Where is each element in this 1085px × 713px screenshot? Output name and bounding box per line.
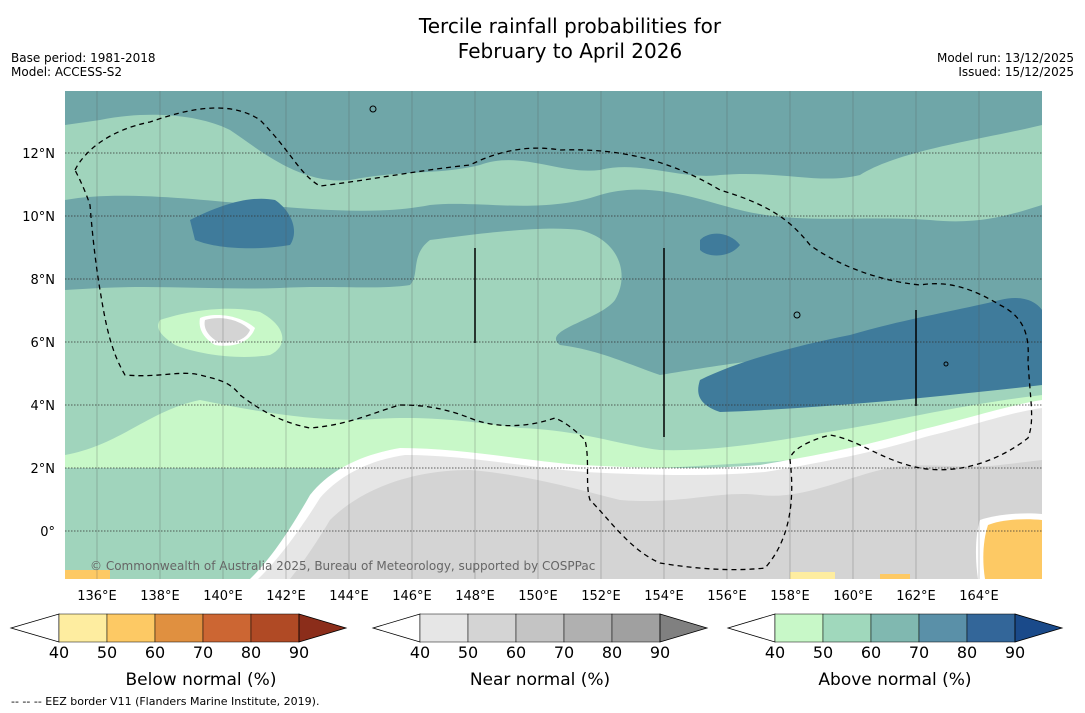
lon-label: 146°E <box>392 589 432 604</box>
colorbar-extend-high <box>1014 613 1064 643</box>
lon-label: 150°E <box>518 589 558 604</box>
lon-label: 160°E <box>833 589 873 604</box>
colorbar-below: 40 50 60 70 80 90 <box>9 613 348 662</box>
field-above-70-mid <box>700 233 740 256</box>
colorbar-segment <box>202 613 252 643</box>
lon-label: 154°E <box>644 589 684 604</box>
colorbar-tick-label: 70 <box>554 643 574 662</box>
colorbar-segment <box>106 613 156 643</box>
colorbar-segment <box>870 613 920 643</box>
map-fields <box>65 91 1042 579</box>
field-below-40-a <box>790 572 835 579</box>
model-run: Model run: 13/12/2025 <box>936 51 1074 65</box>
field-above-70-west <box>190 198 295 249</box>
colorbar-title-below: Below normal (%) <box>126 670 277 690</box>
base-period: Base period: 1981-2018 <box>11 51 156 65</box>
colorbar-title-near: Near normal (%) <box>470 670 610 690</box>
field-near-patch <box>204 318 250 343</box>
colorbar-segment <box>515 613 565 643</box>
lon-label: 138°E <box>140 589 180 604</box>
colorbar-title-above: Above normal (%) <box>818 670 971 690</box>
colorbar-extend-low <box>726 613 776 643</box>
issued-date: Issued: 15/12/2025 <box>958 65 1074 79</box>
colorbar-tick-label: 90 <box>650 643 670 662</box>
colorbar-tick-label: 70 <box>193 643 213 662</box>
lon-label: 144°E <box>329 589 369 604</box>
colorbar-segment <box>774 613 824 643</box>
map-title: Tercile rainfall probabilities for Febru… <box>0 14 1085 64</box>
colorbar-tick-label: 90 <box>289 643 309 662</box>
lat-label: 10°N <box>22 210 55 225</box>
colorbar-tick-label: 40 <box>410 643 430 662</box>
lat-label: 12°N <box>22 147 55 162</box>
lat-lines <box>65 152 1042 532</box>
colorbar-tick-label: 80 <box>602 643 622 662</box>
field-below-50-c <box>65 570 110 579</box>
colorbar-segment <box>966 613 1016 643</box>
colorbar-tick-label: 60 <box>145 643 165 662</box>
colorbar-extend-high <box>298 613 348 643</box>
colorbar-tick-label: 40 <box>765 643 785 662</box>
lat-label: 6°N <box>31 336 56 351</box>
colorbar-above: 40 50 60 70 80 90 <box>726 613 1064 662</box>
field-below-50-b <box>880 574 910 579</box>
lat-label: 8°N <box>31 273 56 288</box>
lon-label: 164°E <box>959 589 999 604</box>
lon-label: 142°E <box>266 589 306 604</box>
eez-border <box>74 107 1033 571</box>
colorbar-near: 40 50 60 70 80 90 <box>371 613 709 662</box>
lon-label: 148°E <box>455 589 495 604</box>
colorbar-tick-label: 60 <box>861 643 881 662</box>
lon-label: 158°E <box>770 589 810 604</box>
title-line-1: Tercile rainfall probabilities for <box>418 14 722 38</box>
colorbar-extend-low <box>9 613 60 643</box>
eez-footnote: -- -- -- EEZ border V11 (Flanders Marine… <box>11 695 320 708</box>
colorbar-segment <box>611 613 661 643</box>
colorbar-tick-label: 50 <box>97 643 117 662</box>
field-above-60-central <box>65 189 1042 375</box>
colorbar-segment <box>918 613 968 643</box>
lat-label: 2°N <box>31 462 56 477</box>
lat-labels: 12°N 10°N 8°N 6°N 4°N 2°N 0° <box>22 147 55 540</box>
colorbar-tick-label: 40 <box>49 643 69 662</box>
copyright-text: © Commonwealth of Australia 2025, Bureau… <box>90 559 595 573</box>
colorbar-tick-label: 80 <box>241 643 261 662</box>
colorbar-tick-label: 80 <box>957 643 977 662</box>
colorbar-tick-label: 60 <box>506 643 526 662</box>
lon-label: 162°E <box>896 589 936 604</box>
colorbar-segment <box>467 613 517 643</box>
colorbar-segment <box>58 613 108 643</box>
field-above-40-band <box>65 395 1042 468</box>
colorbar-tick-label: 50 <box>458 643 478 662</box>
lon-labels: 136°E 138°E 140°E 142°E 144°E 146°E 148°… <box>77 589 999 604</box>
colorbar-extend-high <box>659 613 709 643</box>
colorbar-segment <box>250 613 300 643</box>
field-below-50 <box>983 519 1042 579</box>
lat-label: 0° <box>40 525 55 540</box>
model-name: Model: ACCESS-S2 <box>11 65 123 79</box>
lon-label: 156°E <box>707 589 747 604</box>
colorbar-segment <box>822 613 872 643</box>
colorbar-segment <box>563 613 613 643</box>
title-line-2: February to April 2026 <box>457 39 683 63</box>
colorbar-segment <box>154 613 204 643</box>
colorbar-extend-low <box>371 613 421 643</box>
colorbar-tick-label: 50 <box>813 643 833 662</box>
lat-label: 4°N <box>31 399 56 414</box>
lon-label: 140°E <box>203 589 243 604</box>
colorbar-tick-label: 90 <box>1005 643 1025 662</box>
lon-label: 136°E <box>77 589 117 604</box>
colorbar-tick-label: 70 <box>909 643 929 662</box>
colorbar-segment <box>419 613 469 643</box>
islands <box>369 105 949 437</box>
field-near-50 <box>290 460 1042 579</box>
lon-label: 152°E <box>581 589 621 604</box>
field-above-70-east <box>698 298 1042 412</box>
field-above-60-north <box>65 91 1042 181</box>
